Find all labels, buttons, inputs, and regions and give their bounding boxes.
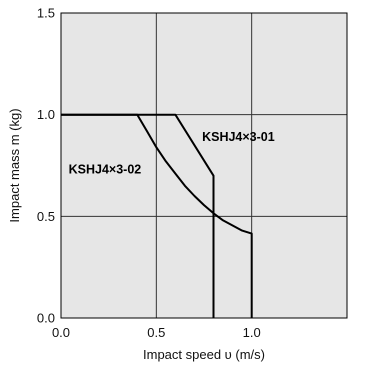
- x-axis-ticks: 0.0 0.5 1.0: [52, 325, 261, 340]
- series-label-1: KSHJ4×3-01: [202, 130, 275, 144]
- plot-frame: [60, 12, 348, 319]
- y-tick-label: 0.0: [37, 311, 55, 326]
- y-tick-label: 1.0: [37, 107, 55, 122]
- y-tick-label: 0.5: [37, 209, 55, 224]
- y-axis-ticks: 0.0 0.5 1.0 1.5: [37, 6, 55, 326]
- plot-area: [61, 13, 347, 318]
- x-tick-label: 0.0: [52, 325, 70, 340]
- series-labels: KSHJ4×3-01 KSHJ4×3-02: [69, 130, 275, 177]
- x-tick-label: 1.0: [243, 325, 261, 340]
- series-label-2: KSHJ4×3-02: [69, 163, 142, 177]
- y-axis-label: Impact mass m (kg): [7, 108, 22, 222]
- series-line-2: [61, 113, 253, 318]
- y-tick-label: 1.5: [37, 6, 55, 21]
- x-tick-label: 0.5: [147, 325, 165, 340]
- series-lines: [61, 113, 253, 318]
- x-axis-label: Impact speed υ (m/s): [143, 347, 265, 362]
